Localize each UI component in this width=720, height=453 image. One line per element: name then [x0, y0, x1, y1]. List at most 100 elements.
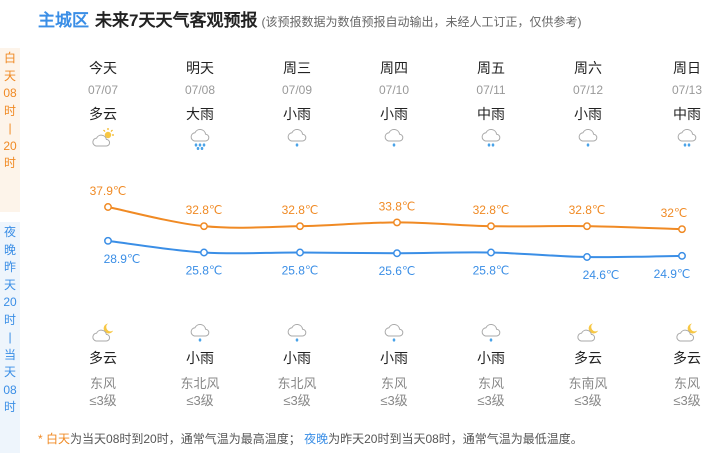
low-temp-point	[104, 236, 112, 245]
wind-direction-label: 东风	[89, 376, 116, 391]
high-temp-label: 32.8℃	[186, 203, 223, 217]
day-weather-label: 大雨	[186, 106, 214, 122]
night-weather-label: 小雨	[477, 350, 505, 366]
high-temp-point	[583, 222, 591, 231]
heavy-rain-icon	[188, 126, 212, 151]
high-temp-point	[678, 225, 686, 234]
light-rain-icon	[285, 321, 309, 345]
high-temp-point	[104, 203, 112, 211]
light-rain-icon	[285, 126, 309, 150]
wind-scale-label: ≤3级	[673, 393, 701, 408]
wind-scale-label: ≤3级	[380, 393, 408, 408]
low-temp-point	[487, 248, 495, 257]
date-label: 07/11	[476, 83, 506, 97]
footer-night-term: 夜晚	[304, 432, 329, 446]
night-weather-label: 小雨	[283, 350, 311, 366]
wind-direction-label: 东风	[477, 376, 504, 391]
day-weather-label: 多云	[89, 106, 117, 122]
night-weather-label: 多云	[89, 350, 117, 366]
low-temp-point	[200, 248, 208, 257]
light-rain-icon	[382, 321, 406, 345]
high-temp-point	[487, 222, 495, 231]
side-char: 天	[3, 277, 16, 292]
weekday-label: 周五	[477, 60, 505, 76]
low-temp-label: 24.6℃	[583, 268, 620, 282]
cloud-moon-icon	[675, 321, 699, 345]
low-temp-label: 28.9℃	[104, 252, 141, 266]
day-weather-label: 中雨	[673, 106, 701, 122]
side-char: 时	[3, 156, 16, 170]
side-char: |	[8, 330, 12, 344]
weekday-label: 周六	[574, 60, 602, 76]
weekday-label: 周三	[283, 60, 311, 76]
high-temp-point	[296, 222, 304, 231]
light-rain-icon	[382, 126, 406, 150]
forecast-title: 未来7天天气客观预报	[95, 11, 258, 30]
wind-direction-label: 东北风	[180, 376, 220, 391]
side-char: 时	[3, 103, 16, 118]
light-rain-icon	[188, 321, 212, 345]
location-label[interactable]: 主城区	[38, 11, 89, 30]
low-temp-label: 25.6℃	[379, 264, 416, 278]
low-temp-label: 25.8℃	[186, 263, 223, 277]
side-char: 昨	[3, 260, 16, 274]
side-char: 晚	[3, 242, 16, 257]
low-temp-label: 24.9℃	[654, 267, 691, 281]
date-label: 07/09	[281, 83, 313, 97]
side-char: 当	[3, 347, 16, 362]
date-label: 07/13	[671, 83, 703, 97]
low-temp-point	[296, 248, 304, 257]
side-char: 天	[3, 365, 16, 379]
wind-scale-label: ≤3级	[574, 393, 602, 408]
low-temp-point	[583, 253, 591, 261]
date-label: 07/10	[378, 83, 410, 97]
cloud-moon-icon	[91, 321, 115, 345]
daytime-side-label: 白天 08 时 | 20 时	[0, 48, 20, 212]
side-char: 时	[3, 400, 16, 414]
wind-direction-label: 东南风	[568, 376, 608, 391]
footer-day-text: 为当天08时到20时，通常气温为最高温度；	[70, 432, 301, 446]
low-temp-label: 25.8℃	[473, 263, 510, 277]
high-temp-label: 33.8℃	[379, 199, 416, 213]
weekday-label: 明天	[186, 60, 214, 76]
side-char: |	[8, 121, 12, 135]
date-label: 07/12	[572, 83, 604, 97]
side-char: 08	[3, 382, 17, 397]
day-weather-label: 小雨	[574, 106, 602, 122]
side-char: 时	[3, 312, 16, 327]
light-rain-icon	[576, 126, 600, 150]
light-rain-icon	[479, 321, 503, 345]
date-label: 07/07	[87, 83, 119, 97]
side-char: 夜	[3, 225, 16, 239]
footer-day-term: 白天	[46, 432, 71, 446]
cloud-moon-icon	[576, 321, 600, 345]
night-weather-label: 多云	[673, 350, 701, 366]
night-weather-label: 小雨	[380, 350, 408, 366]
wind-direction-label: 东北风	[277, 376, 317, 391]
low-temp-point	[678, 251, 686, 260]
page-title: 主城区 未来7天天气客观预报 (该预报数据为数值预报自动输出，未经人工订正，仅供参考…	[38, 6, 581, 30]
wind-direction-label: 东风	[673, 376, 700, 391]
date-label: 07/08	[184, 83, 216, 97]
footer-night-text: 为昨天20时到当天08时，通常气温为最低温度。	[328, 432, 583, 446]
low-temp-point	[393, 249, 401, 258]
weekday-label: 周日	[673, 60, 701, 76]
wind-scale-label: ≤3级	[186, 393, 214, 408]
forecast-note: (该预报数据为数值预报自动输出，未经人工订正，仅供参考)	[261, 15, 582, 29]
side-char: 08	[3, 86, 17, 100]
wind-scale-label: ≤3级	[477, 393, 505, 408]
side-char: 20	[3, 138, 17, 153]
moderate-rain-icon	[479, 126, 503, 150]
high-temp-label: 37.9℃	[90, 184, 127, 198]
wind-direction-label: 东风	[380, 376, 407, 391]
weekday-label: 周四	[380, 60, 408, 76]
night-weather-label: 多云	[574, 350, 602, 366]
footer-note: * 白天为当天08时到20时，通常气温为最高温度； 夜晚为昨天20时到当天08时…	[38, 432, 583, 446]
temperature-chart: 37.9℃ 32.8℃ 32.8℃ 33.8℃ 32.8℃ 32.8℃ 32℃ 28.9℃ 25…	[90, 184, 691, 282]
side-char: 白	[3, 51, 16, 65]
low-temp-label: 25.8℃	[282, 263, 319, 277]
weekday-label: 今天	[89, 60, 117, 76]
high-temp-label: 32.8℃	[473, 203, 510, 217]
day-weather-label: 小雨	[380, 106, 408, 122]
side-char: 天	[3, 68, 16, 83]
